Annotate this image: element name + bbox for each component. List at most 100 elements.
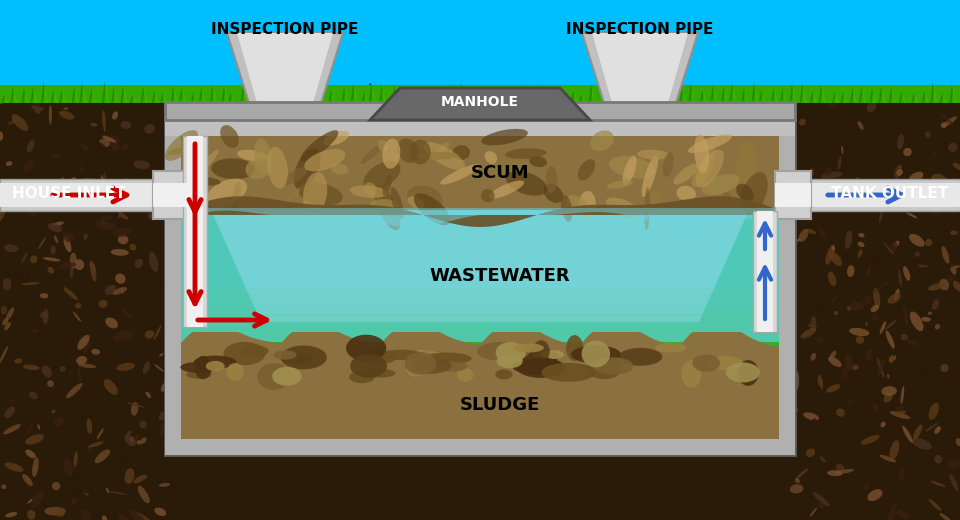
Ellipse shape xyxy=(897,510,909,519)
Ellipse shape xyxy=(437,142,449,153)
Ellipse shape xyxy=(257,363,291,390)
Ellipse shape xyxy=(331,111,341,121)
Polygon shape xyxy=(21,86,27,103)
Polygon shape xyxy=(0,0,960,90)
Ellipse shape xyxy=(932,207,940,215)
Ellipse shape xyxy=(513,359,564,375)
Polygon shape xyxy=(152,90,156,103)
Ellipse shape xyxy=(495,369,513,380)
Ellipse shape xyxy=(70,321,83,325)
Polygon shape xyxy=(842,95,848,103)
Ellipse shape xyxy=(0,206,6,223)
Ellipse shape xyxy=(45,93,60,100)
Ellipse shape xyxy=(795,238,801,243)
Polygon shape xyxy=(403,96,409,103)
Polygon shape xyxy=(872,90,876,103)
Ellipse shape xyxy=(14,272,20,277)
Polygon shape xyxy=(181,136,779,210)
Ellipse shape xyxy=(116,211,128,219)
Ellipse shape xyxy=(125,468,134,484)
Ellipse shape xyxy=(566,335,583,361)
Polygon shape xyxy=(481,94,486,103)
Ellipse shape xyxy=(50,245,56,254)
Ellipse shape xyxy=(928,499,942,511)
Polygon shape xyxy=(181,332,779,439)
Ellipse shape xyxy=(363,369,396,378)
Ellipse shape xyxy=(808,168,814,178)
Polygon shape xyxy=(253,89,258,103)
Bar xyxy=(757,211,773,332)
Ellipse shape xyxy=(541,363,595,382)
Polygon shape xyxy=(352,87,358,103)
Ellipse shape xyxy=(810,418,816,428)
Ellipse shape xyxy=(485,151,497,164)
Ellipse shape xyxy=(452,146,468,162)
Ellipse shape xyxy=(374,186,400,230)
Ellipse shape xyxy=(931,174,947,184)
Ellipse shape xyxy=(894,289,900,300)
Ellipse shape xyxy=(692,154,714,188)
Ellipse shape xyxy=(78,335,89,350)
Ellipse shape xyxy=(57,508,65,517)
Ellipse shape xyxy=(59,263,77,269)
Polygon shape xyxy=(621,91,626,103)
Ellipse shape xyxy=(938,275,955,289)
Ellipse shape xyxy=(8,119,18,125)
Ellipse shape xyxy=(565,195,588,214)
Ellipse shape xyxy=(106,318,118,329)
Ellipse shape xyxy=(830,295,838,304)
Ellipse shape xyxy=(855,177,862,198)
Ellipse shape xyxy=(829,97,832,103)
Polygon shape xyxy=(498,94,504,103)
Polygon shape xyxy=(758,90,764,103)
Polygon shape xyxy=(300,82,305,103)
Ellipse shape xyxy=(826,244,835,265)
Ellipse shape xyxy=(94,184,104,205)
Polygon shape xyxy=(690,87,695,103)
Ellipse shape xyxy=(827,384,840,393)
Ellipse shape xyxy=(889,358,894,363)
Ellipse shape xyxy=(636,116,644,123)
Ellipse shape xyxy=(132,90,136,96)
Ellipse shape xyxy=(47,380,54,387)
Ellipse shape xyxy=(692,354,720,372)
Ellipse shape xyxy=(182,176,221,186)
Ellipse shape xyxy=(657,107,668,115)
Ellipse shape xyxy=(810,353,816,361)
Ellipse shape xyxy=(844,193,853,204)
Ellipse shape xyxy=(618,348,662,366)
Polygon shape xyxy=(162,95,167,103)
Polygon shape xyxy=(802,87,806,103)
Ellipse shape xyxy=(86,419,92,434)
Ellipse shape xyxy=(902,489,907,492)
Polygon shape xyxy=(272,90,276,103)
Polygon shape xyxy=(512,93,516,103)
Ellipse shape xyxy=(240,92,248,98)
Polygon shape xyxy=(3,96,9,103)
Ellipse shape xyxy=(590,131,613,151)
Ellipse shape xyxy=(836,465,843,469)
Polygon shape xyxy=(651,91,656,103)
Ellipse shape xyxy=(894,410,906,415)
Ellipse shape xyxy=(205,361,225,371)
Ellipse shape xyxy=(63,458,73,476)
Ellipse shape xyxy=(246,91,251,97)
Ellipse shape xyxy=(421,98,425,102)
Bar xyxy=(187,136,203,327)
Polygon shape xyxy=(930,82,935,103)
Ellipse shape xyxy=(908,117,924,128)
Ellipse shape xyxy=(928,402,939,420)
Ellipse shape xyxy=(40,311,48,319)
Ellipse shape xyxy=(903,266,910,281)
Polygon shape xyxy=(551,93,556,103)
Ellipse shape xyxy=(66,383,83,398)
Ellipse shape xyxy=(829,251,842,266)
Ellipse shape xyxy=(817,502,825,509)
Polygon shape xyxy=(154,93,158,103)
Bar xyxy=(787,179,960,211)
Polygon shape xyxy=(549,91,554,103)
Polygon shape xyxy=(74,90,79,103)
Ellipse shape xyxy=(898,165,901,171)
Text: TANK OUTLET: TANK OUTLET xyxy=(830,186,948,201)
Polygon shape xyxy=(224,89,228,103)
